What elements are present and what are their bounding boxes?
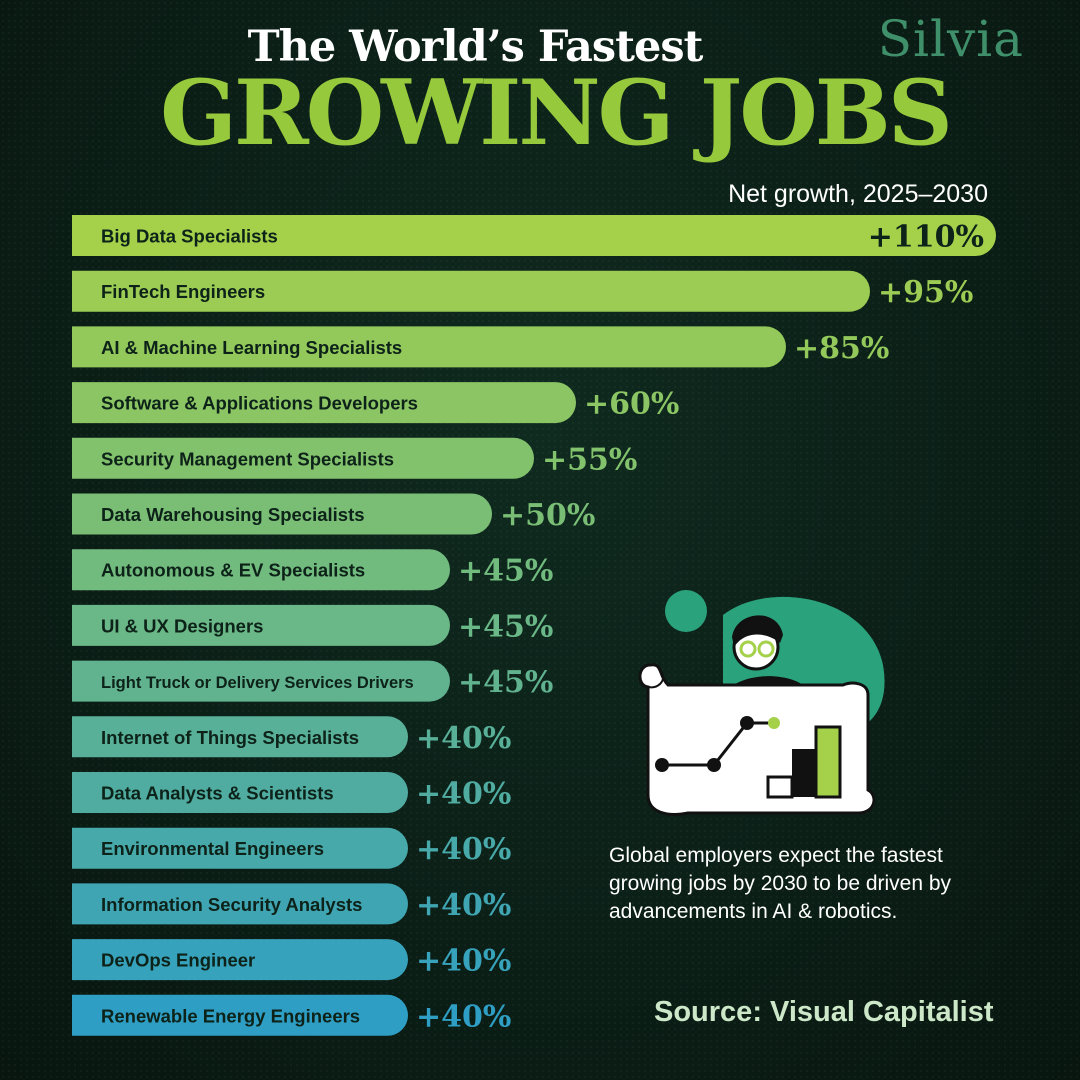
bar-category-label: Internet of Things Specialists [101, 727, 359, 748]
bar-group: Big Data Specialists +110% [72, 215, 996, 256]
bar-group: Information Security Analysts +40% [72, 883, 511, 925]
bar-group: DevOps Engineer +40% [72, 939, 511, 981]
bar-value-label: +40% [416, 944, 511, 979]
bar-value-label: +110% [868, 220, 984, 255]
bar-value-label: +40% [416, 888, 511, 923]
bar-category-label: Data Analysts & Scientists [101, 783, 334, 804]
bar-group: Renewable Energy Engineers +40% [72, 994, 511, 1036]
bar-group: AI & Machine Learning Specialists +85% [72, 326, 889, 368]
bar-category-label: Big Data Specialists [101, 226, 278, 247]
bar-group: Security Management Specialists +55% [72, 437, 637, 479]
small-circle-decoration [665, 590, 707, 632]
bar-value-label: +50% [500, 498, 595, 533]
bar [72, 772, 408, 813]
title-line-2: GROWING JOBS [160, 60, 953, 166]
bar-category-label: Renewable Energy Engineers [101, 1005, 360, 1026]
bar-category-label: Information Security Analysts [101, 894, 362, 915]
bar [72, 493, 492, 535]
title-line-1: The World’s Fastest [247, 22, 704, 72]
bar-category-label: Software & Applications Developers [101, 393, 418, 414]
bar [72, 827, 408, 869]
bar-category-label: Light Truck or Delivery Services Drivers [101, 674, 414, 692]
bar [72, 270, 870, 312]
bar-value-label: +40% [416, 721, 511, 756]
bar [72, 326, 786, 368]
bar-group: Light Truck or Delivery Services Drivers… [72, 660, 553, 702]
bar-value-label: +40% [416, 777, 511, 812]
bar-value-label: +85% [794, 331, 889, 366]
bar-category-label: DevOps Engineer [101, 950, 255, 971]
bar [72, 939, 408, 981]
bar-value-label: +40% [416, 832, 511, 867]
bar-category-label: Autonomous & EV Specialists [101, 560, 365, 581]
bar-group: Data Analysts & Scientists +40% [72, 772, 511, 813]
bar-category-label: AI & Machine Learning Specialists [101, 337, 402, 358]
bar [72, 883, 408, 925]
source-credit: Source: Visual Capitalist [654, 996, 994, 1028]
chart-note: Global employers expect the fastest grow… [609, 844, 952, 923]
bar-value-label: +95% [878, 275, 973, 310]
bar-value-label: +60% [584, 387, 679, 422]
analyst-illustration [638, 590, 885, 816]
bar-group: Autonomous & EV Specialists +45% [72, 549, 553, 591]
bar [72, 660, 450, 702]
bar-category-label: Data Warehousing Specialists [101, 504, 365, 525]
bar-group: FinTech Engineers +95% [72, 270, 973, 312]
bar [72, 716, 408, 758]
bar-value-label: +45% [458, 609, 553, 644]
bar-group: Data Warehousing Specialists +50% [72, 493, 595, 535]
bar-category-label: Environmental Engineers [101, 838, 324, 859]
bar-group: Software & Applications Developers +60% [72, 382, 679, 424]
bar-category-label: FinTech Engineers [101, 281, 265, 302]
bar-group: Internet of Things Specialists +40% [72, 716, 511, 758]
bar-value-label: +40% [416, 999, 511, 1034]
paper-chart-icon [638, 663, 876, 816]
bar [72, 549, 450, 591]
bar-value-label: +45% [458, 665, 553, 700]
bar-value-label: +55% [542, 442, 637, 477]
bar [72, 215, 996, 256]
bar [72, 382, 576, 424]
bar [72, 437, 534, 479]
bar [72, 994, 409, 1036]
bar-group: UI & UX Designers +45% [72, 604, 553, 646]
bar-value-label: +45% [458, 554, 553, 589]
bar [72, 604, 450, 646]
chart-subtitle: Net growth, 2025–2030 [728, 180, 988, 208]
bar-category-label: Security Management Specialists [101, 448, 394, 469]
brand-watermark: Silvia [877, 10, 1024, 68]
bar-group: Environmental Engineers +40% [72, 827, 511, 869]
bar-category-label: UI & UX Designers [101, 615, 263, 636]
